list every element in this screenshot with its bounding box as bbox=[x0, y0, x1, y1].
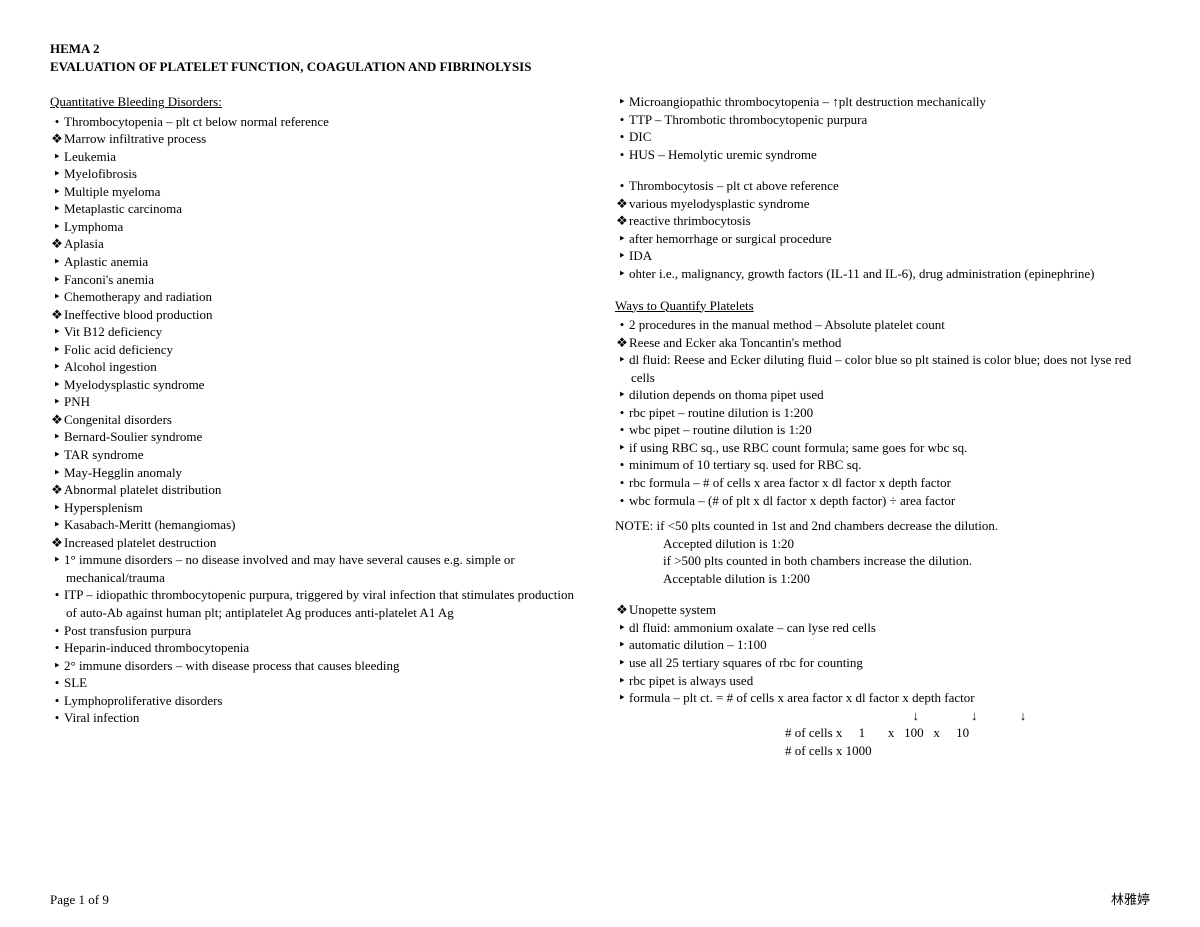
author-name: 林雅婷 bbox=[1111, 891, 1150, 909]
list-item: after hemorrhage or surgical procedure bbox=[615, 230, 1150, 248]
list-item: Congenital disorders bbox=[50, 411, 585, 429]
list-item: wbc pipet – routine dilution is 1:20 bbox=[615, 421, 1150, 439]
list-item: rbc pipet – routine dilution is 1:200 bbox=[615, 404, 1150, 422]
page-footer: Page 1 of 9 林雅婷 bbox=[50, 891, 1150, 909]
list-item: Folic acid deficiency bbox=[50, 341, 585, 359]
list-item: Heparin-induced thrombocytopenia bbox=[50, 639, 585, 657]
formula-line: # of cells x 1 x 100 x 10 bbox=[615, 724, 1150, 742]
list-item: Hypersplenism bbox=[50, 499, 585, 517]
list-item: Fanconi's anemia bbox=[50, 271, 585, 289]
list-item: Marrow infiltrative process bbox=[50, 130, 585, 148]
document-header: HEMA 2 EVALUATION OF PLATELET FUNCTION, … bbox=[50, 40, 1150, 75]
list-item: Abnormal platelet distribution bbox=[50, 481, 585, 499]
list-item: Myelodysplastic syndrome bbox=[50, 376, 585, 394]
list-item: Bernard-Soulier syndrome bbox=[50, 428, 585, 446]
list-item: SLE bbox=[50, 674, 585, 692]
content-columns: Quantitative Bleeding Disorders: Thrombo… bbox=[50, 93, 1150, 759]
list-item: IDA bbox=[615, 247, 1150, 265]
course-code: HEMA 2 bbox=[50, 40, 1150, 58]
list-item: PNH bbox=[50, 393, 585, 411]
list-item: various myelodysplastic syndrome bbox=[615, 195, 1150, 213]
list-item: rbc pipet is always used bbox=[615, 672, 1150, 690]
right-column: Microangiopathic thrombocytopenia – ↑plt… bbox=[615, 93, 1150, 759]
list-item: Leukemia bbox=[50, 148, 585, 166]
list-item: dl fluid: Reese and Ecker diluting fluid… bbox=[615, 351, 1150, 386]
list-item: reactive thrimbocytosis bbox=[615, 212, 1150, 230]
list-item: use all 25 tertiary squares of rbc for c… bbox=[615, 654, 1150, 672]
note-line: NOTE: if <50 plts counted in 1st and 2nd… bbox=[615, 517, 1150, 535]
list-item: Post transfusion purpura bbox=[50, 622, 585, 640]
list-item: rbc formula – # of cells x area factor x… bbox=[615, 474, 1150, 492]
list-item: Reese and Ecker aka Toncantin's method bbox=[615, 334, 1150, 352]
list-item: Aplastic anemia bbox=[50, 253, 585, 271]
list-item: Vit B12 deficiency bbox=[50, 323, 585, 341]
list-item: Ineffective blood production bbox=[50, 306, 585, 324]
list-item: if using RBC sq., use RBC count formula;… bbox=[615, 439, 1150, 457]
section-title: Ways to Quantify Platelets bbox=[615, 297, 1150, 315]
list-item: Myelofibrosis bbox=[50, 165, 585, 183]
left-column: Quantitative Bleeding Disorders: Thrombo… bbox=[50, 93, 585, 759]
list-item: 2 procedures in the manual method – Abso… bbox=[615, 316, 1150, 334]
note-line: if >500 plts counted in both chambers in… bbox=[615, 552, 1150, 570]
list-item: Viral infection bbox=[50, 709, 585, 727]
list-item: TTP – Thrombotic thrombocytopenic purpur… bbox=[615, 111, 1150, 129]
note-line: Accepted dilution is 1:20 bbox=[615, 535, 1150, 553]
list-item: Multiple myeloma bbox=[50, 183, 585, 201]
list-item: DIC bbox=[615, 128, 1150, 146]
formula-arrows: ↓ ↓ ↓ bbox=[615, 707, 1150, 725]
list-item: minimum of 10 tertiary sq. used for RBC … bbox=[615, 456, 1150, 474]
note-line: Acceptable dilution is 1:200 bbox=[615, 570, 1150, 588]
formula-line: # of cells x 1000 bbox=[615, 742, 1150, 760]
list-item: Increased platelet destruction bbox=[50, 534, 585, 552]
list-item: Microangiopathic thrombocytopenia – ↑plt… bbox=[615, 93, 1150, 111]
list-item: Lymphoma bbox=[50, 218, 585, 236]
list-item: ohter i.e., malignancy, growth factors (… bbox=[615, 265, 1150, 283]
list-item: Thrombocytosis – plt ct above reference bbox=[615, 177, 1150, 195]
list-item: May-Hegglin anomaly bbox=[50, 464, 585, 482]
document-title: EVALUATION OF PLATELET FUNCTION, COAGULA… bbox=[50, 58, 1150, 76]
list-item: Alcohol ingestion bbox=[50, 358, 585, 376]
list-item: TAR syndrome bbox=[50, 446, 585, 464]
list-item: Thrombocytopenia – plt ct below normal r… bbox=[50, 113, 585, 131]
list-item: HUS – Hemolytic uremic syndrome bbox=[615, 146, 1150, 164]
list-item: dl fluid: ammonium oxalate – can lyse re… bbox=[615, 619, 1150, 637]
section-title: Quantitative Bleeding Disorders: bbox=[50, 93, 585, 111]
list-item: 1° immune disorders – no disease involve… bbox=[50, 551, 585, 586]
list-item: Lymphoproliferative disorders bbox=[50, 692, 585, 710]
list-item: dilution depends on thoma pipet used bbox=[615, 386, 1150, 404]
list-item: Metaplastic carcinoma bbox=[50, 200, 585, 218]
list-item: wbc formula – (# of plt x dl factor x de… bbox=[615, 492, 1150, 510]
list-item: ITP – idiopathic thrombocytopenic purpur… bbox=[50, 586, 585, 621]
list-item: Unopette system bbox=[615, 601, 1150, 619]
list-item: automatic dilution – 1:100 bbox=[615, 636, 1150, 654]
list-item: Chemotherapy and radiation bbox=[50, 288, 585, 306]
note-block: NOTE: if <50 plts counted in 1st and 2nd… bbox=[615, 517, 1150, 587]
list-item: Aplasia bbox=[50, 235, 585, 253]
list-item: 2° immune disorders – with disease proce… bbox=[50, 657, 585, 675]
list-item: formula – plt ct. = # of cells x area fa… bbox=[615, 689, 1150, 707]
list-item: Kasabach-Meritt (hemangiomas) bbox=[50, 516, 585, 534]
page-number: Page 1 of 9 bbox=[50, 891, 109, 909]
